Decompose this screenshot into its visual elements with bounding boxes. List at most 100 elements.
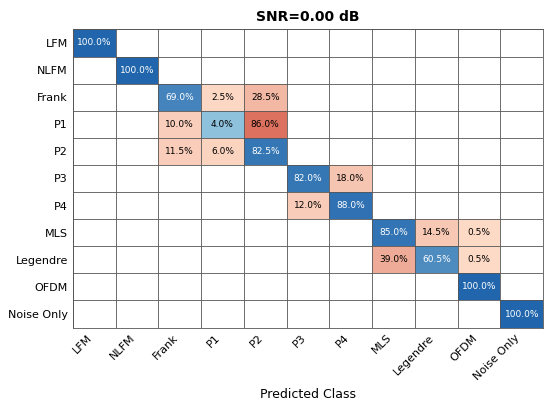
Bar — [244, 273, 287, 300]
Bar — [415, 29, 458, 57]
X-axis label: Predicted Class: Predicted Class — [260, 388, 356, 401]
Text: 0.5%: 0.5% — [468, 228, 491, 237]
Text: 14.5%: 14.5% — [422, 228, 451, 237]
Bar — [501, 138, 543, 165]
Text: 39.0%: 39.0% — [379, 255, 408, 264]
Bar — [115, 219, 158, 246]
Bar — [501, 29, 543, 57]
Text: 100.0%: 100.0% — [462, 282, 496, 291]
Bar — [415, 138, 458, 165]
Bar — [73, 273, 115, 300]
Bar — [73, 29, 115, 57]
Bar — [458, 300, 501, 328]
Bar — [115, 192, 158, 219]
Bar — [115, 57, 158, 84]
Bar — [372, 165, 415, 192]
Bar — [458, 165, 501, 192]
Text: 2.5%: 2.5% — [211, 93, 234, 102]
Bar — [287, 192, 329, 219]
Bar — [115, 246, 158, 273]
Text: 12.0%: 12.0% — [293, 201, 323, 210]
Bar — [372, 246, 415, 273]
Bar — [158, 138, 201, 165]
Bar — [287, 300, 329, 328]
Text: 69.0%: 69.0% — [165, 93, 194, 102]
Bar — [329, 219, 372, 246]
Bar — [73, 138, 115, 165]
Bar — [329, 246, 372, 273]
Bar — [73, 300, 115, 328]
Bar — [372, 111, 415, 138]
Text: 10.0%: 10.0% — [165, 120, 194, 129]
Bar — [415, 219, 458, 246]
Bar — [244, 138, 287, 165]
Bar — [372, 219, 415, 246]
Bar — [201, 273, 244, 300]
Text: 28.5%: 28.5% — [251, 93, 279, 102]
Bar — [458, 219, 501, 246]
Bar — [244, 29, 287, 57]
Bar — [415, 165, 458, 192]
Bar — [244, 300, 287, 328]
Bar — [287, 246, 329, 273]
Bar — [415, 192, 458, 219]
Bar — [372, 57, 415, 84]
Bar — [287, 165, 329, 192]
Bar — [329, 84, 372, 111]
Bar — [158, 111, 201, 138]
Bar — [372, 84, 415, 111]
Bar — [201, 219, 244, 246]
Bar — [201, 138, 244, 165]
Bar — [73, 192, 115, 219]
Bar — [329, 165, 372, 192]
Bar — [329, 29, 372, 57]
Bar — [244, 246, 287, 273]
Bar — [415, 84, 458, 111]
Bar — [73, 111, 115, 138]
Bar — [501, 246, 543, 273]
Bar — [115, 84, 158, 111]
Bar — [458, 273, 501, 300]
Bar — [287, 111, 329, 138]
Bar — [244, 111, 287, 138]
Bar — [501, 57, 543, 84]
Text: 88.0%: 88.0% — [337, 201, 365, 210]
Bar — [287, 273, 329, 300]
Bar — [501, 273, 543, 300]
Bar — [329, 300, 372, 328]
Bar — [201, 165, 244, 192]
Bar — [244, 84, 287, 111]
Bar — [329, 111, 372, 138]
Text: 100.0%: 100.0% — [77, 39, 111, 47]
Bar — [158, 84, 201, 111]
Text: 4.0%: 4.0% — [211, 120, 234, 129]
Text: 6.0%: 6.0% — [211, 147, 234, 156]
Bar — [415, 246, 458, 273]
Bar — [158, 192, 201, 219]
Bar — [287, 219, 329, 246]
Bar — [201, 29, 244, 57]
Bar — [115, 300, 158, 328]
Bar — [501, 165, 543, 192]
Bar — [115, 165, 158, 192]
Bar — [415, 273, 458, 300]
Bar — [501, 300, 543, 328]
Bar — [158, 219, 201, 246]
Bar — [115, 273, 158, 300]
Bar — [201, 246, 244, 273]
Bar — [158, 29, 201, 57]
Bar — [244, 57, 287, 84]
Bar — [329, 57, 372, 84]
Bar — [73, 165, 115, 192]
Bar — [201, 111, 244, 138]
Y-axis label: True Class: True Class — [0, 147, 2, 210]
Bar — [244, 219, 287, 246]
Bar — [501, 111, 543, 138]
Bar — [287, 57, 329, 84]
Bar — [287, 84, 329, 111]
Text: 100.0%: 100.0% — [120, 66, 154, 75]
Bar — [287, 29, 329, 57]
Bar — [458, 246, 501, 273]
Bar — [73, 219, 115, 246]
Bar — [501, 219, 543, 246]
